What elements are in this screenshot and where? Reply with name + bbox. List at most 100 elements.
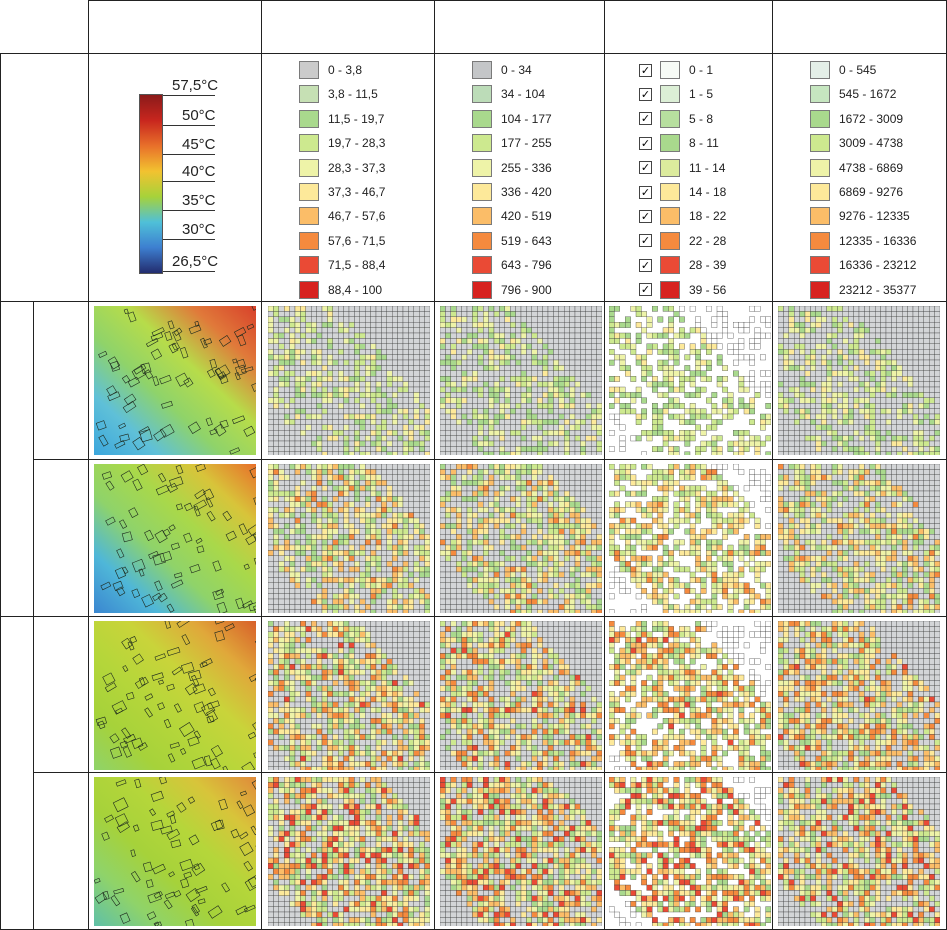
grid-cell <box>397 446 404 452</box>
legend-entry[interactable]: ✓ 28 - 39 <box>639 254 726 276</box>
grid-cell <box>370 376 377 382</box>
grid-cell <box>520 544 527 551</box>
grid-cell <box>408 544 414 551</box>
grid-cell <box>934 440 940 447</box>
grid-cell <box>537 469 543 475</box>
grid-cell <box>652 403 658 409</box>
grid-cell <box>381 485 387 492</box>
grid-cell <box>343 474 350 481</box>
grid-cell <box>413 311 420 317</box>
grid-cell <box>332 539 339 546</box>
building-outline <box>150 348 163 361</box>
grid-cell <box>826 327 833 334</box>
grid-cell <box>294 571 301 578</box>
grid-cell <box>402 370 409 377</box>
grid-cell <box>668 430 674 436</box>
grid-cell <box>477 332 484 339</box>
grid-cell <box>885 403 892 409</box>
grid-cell <box>488 376 495 382</box>
grid-cell <box>477 327 484 334</box>
grid-cell <box>359 588 366 594</box>
grid-cell <box>864 424 870 431</box>
grid-cell <box>891 354 897 361</box>
grid-cell <box>408 316 414 323</box>
grid-cell <box>515 419 522 425</box>
grid-cell <box>370 365 377 371</box>
grid-cell <box>547 354 554 361</box>
grid-cell <box>386 311 393 317</box>
grid-cell <box>657 424 664 431</box>
grid-cell <box>625 316 631 323</box>
grid-cell <box>305 403 312 409</box>
grid-cell <box>273 392 279 398</box>
grid-cell <box>343 365 350 371</box>
grid-cell <box>445 354 451 361</box>
grid-cell <box>923 413 930 420</box>
grid-cell <box>591 397 597 404</box>
legend-entry[interactable]: ✓ 18 - 22 <box>639 205 726 227</box>
grid-cell <box>445 517 451 524</box>
legend-label: 11,5 - 19,7 <box>328 111 385 126</box>
grid-cell <box>596 376 602 382</box>
legend-checkbox[interactable]: ✓ <box>639 161 652 175</box>
legend-checkbox[interactable]: ✓ <box>639 112 652 126</box>
grid-cell <box>799 322 806 328</box>
grid-cell <box>754 386 761 393</box>
grid-cell <box>526 440 532 447</box>
legend-checkbox[interactable]: ✓ <box>639 87 652 101</box>
grid-cell <box>472 528 478 535</box>
grid-cell <box>547 403 554 409</box>
legend-entry[interactable]: ✓ 1 - 5 <box>639 83 713 105</box>
grid-cell <box>348 512 355 519</box>
grid-cell <box>821 311 827 317</box>
legend-entry[interactable]: ✓ 14 - 18 <box>639 181 726 203</box>
grid-cell <box>365 485 371 492</box>
legend-checkbox[interactable]: ✓ <box>639 234 652 248</box>
grid-cell <box>934 370 940 377</box>
grid-cell <box>332 424 339 431</box>
grid-cell <box>880 386 887 393</box>
legend-entry[interactable]: ✓ 22 - 28 <box>639 230 726 252</box>
grid-cell <box>912 338 919 344</box>
grid-cell <box>531 446 538 452</box>
grid-cell <box>472 496 478 502</box>
grid-cell <box>510 464 516 470</box>
legend-entry: 104 - 177 <box>472 108 552 130</box>
legend-checkbox[interactable]: ✓ <box>639 209 652 223</box>
legend-entry[interactable]: ✓ 0 - 1 <box>639 59 713 81</box>
legend-entry[interactable]: ✓ 5 - 8 <box>639 108 713 130</box>
grid-cell <box>585 555 592 562</box>
grid-cell <box>408 496 414 502</box>
grid-cell <box>440 435 446 442</box>
grid-cell <box>853 327 860 334</box>
grid-cell <box>408 566 414 573</box>
grid-cell <box>466 359 473 366</box>
grid-cell <box>472 419 478 425</box>
grid-cell <box>929 451 935 455</box>
grid-cell <box>305 370 312 377</box>
legend-entry[interactable]: ✓ 11 - 14 <box>639 157 725 179</box>
grid-cell <box>305 571 312 578</box>
legend-checkbox[interactable]: ✓ <box>639 185 652 199</box>
legend-checkbox[interactable]: ✓ <box>639 283 652 297</box>
grid-cell <box>630 490 637 497</box>
grid-cell <box>397 376 404 382</box>
legend-checkbox[interactable]: ✓ <box>639 136 652 150</box>
grid-cell <box>520 413 527 420</box>
legend-entry: 23212 - 35377 <box>810 279 916 301</box>
grid-cell <box>348 582 355 589</box>
legend-entry[interactable]: ✓ 39 - 56 <box>639 279 726 301</box>
legend-checkbox[interactable]: ✓ <box>639 258 652 272</box>
map-image <box>440 306 602 455</box>
legend-checkbox[interactable]: ✓ <box>639 63 652 77</box>
grid-cell <box>826 424 833 431</box>
grid-cell <box>311 403 317 409</box>
grid-cell <box>445 430 451 436</box>
legend-entry[interactable]: ✓ 8 - 11 <box>639 132 719 154</box>
grid-cell <box>392 566 398 573</box>
grid-cell <box>445 408 451 415</box>
grid-cell <box>397 512 404 519</box>
grid-cell <box>689 403 696 409</box>
grid-cell <box>760 381 766 388</box>
grid-cell <box>902 311 908 317</box>
